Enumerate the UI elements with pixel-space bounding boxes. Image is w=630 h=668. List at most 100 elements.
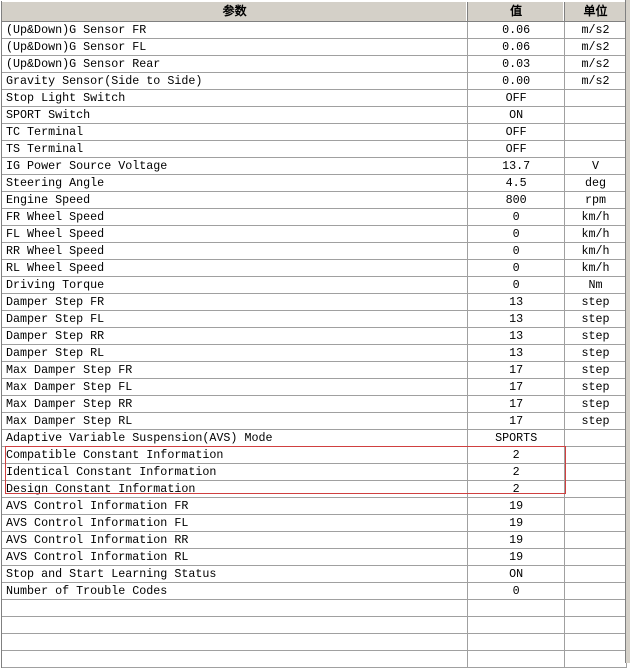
parameter-cell: (Up&Down)G Sensor FR bbox=[2, 22, 469, 38]
unit-cell bbox=[565, 583, 627, 599]
unit-cell bbox=[565, 549, 627, 565]
table-row[interactable]: (Up&Down)G Sensor FR 0.06 m/s2 bbox=[2, 22, 627, 39]
table-row[interactable]: Number of Trouble Codes 0 bbox=[2, 583, 627, 600]
table-row[interactable]: Stop and Start Learning Status ON bbox=[2, 566, 627, 583]
parameter-cell: Max Damper Step FR bbox=[2, 362, 469, 378]
column-header-value[interactable]: 值 bbox=[468, 2, 566, 21]
table-row[interactable]: Gravity Sensor(Side to Side) 0.00 m/s2 bbox=[2, 73, 627, 90]
column-header-unit[interactable]: 单位 bbox=[565, 2, 627, 21]
value-cell: 0.06 bbox=[468, 39, 566, 55]
table-header: 参数 值 单位 bbox=[2, 1, 627, 22]
table-row[interactable]: Compatible Constant Information 2 bbox=[2, 447, 627, 464]
parameter-cell: AVS Control Information FL bbox=[2, 515, 469, 531]
unit-cell: step bbox=[565, 294, 627, 310]
unit-cell: step bbox=[565, 413, 627, 429]
parameter-cell: Compatible Constant Information bbox=[2, 447, 469, 463]
table-row[interactable]: (Up&Down)G Sensor FL 0.06 m/s2 bbox=[2, 39, 627, 56]
value-cell: ON bbox=[468, 566, 566, 582]
parameter-cell: Number of Trouble Codes bbox=[2, 583, 469, 599]
table-row[interactable]: Steering Angle 4.5 deg bbox=[2, 175, 627, 192]
value-cell: 0 bbox=[468, 260, 566, 276]
empty-cell bbox=[468, 651, 566, 667]
table-row[interactable]: AVS Control Information RL 19 bbox=[2, 549, 627, 566]
table-row[interactable]: Max Damper Step RL 17 step bbox=[2, 413, 627, 430]
parameter-cell: Damper Step RR bbox=[2, 328, 469, 344]
parameter-cell: AVS Control Information RR bbox=[2, 532, 469, 548]
empty-cell bbox=[468, 634, 566, 650]
table-row[interactable]: Damper Step RR 13 step bbox=[2, 328, 627, 345]
table-row[interactable]: AVS Control Information FL 19 bbox=[2, 515, 627, 532]
empty-cell bbox=[2, 634, 469, 650]
parameter-cell: FL Wheel Speed bbox=[2, 226, 469, 242]
unit-cell: deg bbox=[565, 175, 627, 191]
parameter-cell: Damper Step FL bbox=[2, 311, 469, 327]
empty-cell bbox=[565, 651, 627, 667]
empty-row bbox=[2, 651, 627, 668]
table-row[interactable]: AVS Control Information RR 19 bbox=[2, 532, 627, 549]
parameter-cell: Adaptive Variable Suspension(AVS) Mode bbox=[2, 430, 469, 446]
table-row[interactable]: Design Constant Information 2 bbox=[2, 481, 627, 498]
table-row[interactable]: IG Power Source Voltage 13.7 V bbox=[2, 158, 627, 175]
scrollbar[interactable] bbox=[625, 0, 630, 663]
value-cell: 2 bbox=[468, 481, 566, 497]
parameter-cell: SPORT Switch bbox=[2, 107, 469, 123]
empty-cell bbox=[2, 617, 469, 633]
table-row[interactable]: TC Terminal OFF bbox=[2, 124, 627, 141]
parameter-cell: Max Damper Step FL bbox=[2, 379, 469, 395]
table-row[interactable]: FL Wheel Speed 0 km/h bbox=[2, 226, 627, 243]
table-row[interactable]: Max Damper Step FR 17 step bbox=[2, 362, 627, 379]
table-row[interactable]: TS Terminal OFF bbox=[2, 141, 627, 158]
table-row[interactable]: Engine Speed 800 rpm bbox=[2, 192, 627, 209]
parameter-cell: Max Damper Step RR bbox=[2, 396, 469, 412]
unit-cell: m/s2 bbox=[565, 22, 627, 38]
table-row[interactable]: (Up&Down)G Sensor Rear 0.03 m/s2 bbox=[2, 56, 627, 73]
table-row[interactable]: Max Damper Step RR 17 step bbox=[2, 396, 627, 413]
unit-cell: km/h bbox=[565, 260, 627, 276]
value-cell: 19 bbox=[468, 498, 566, 514]
value-cell: 13 bbox=[468, 345, 566, 361]
table-row[interactable]: Max Damper Step FL 17 step bbox=[2, 379, 627, 396]
value-cell: OFF bbox=[468, 124, 566, 140]
value-cell: 0 bbox=[468, 209, 566, 225]
table-row[interactable]: RL Wheel Speed 0 km/h bbox=[2, 260, 627, 277]
table-row[interactable]: Stop Light Switch OFF bbox=[2, 90, 627, 107]
table-row[interactable]: Damper Step FL 13 step bbox=[2, 311, 627, 328]
table-row[interactable]: FR Wheel Speed 0 km/h bbox=[2, 209, 627, 226]
table-body: (Up&Down)G Sensor FR 0.06 m/s2 (Up&Down)G S… bbox=[2, 22, 627, 668]
unit-cell: step bbox=[565, 379, 627, 395]
unit-cell bbox=[565, 566, 627, 582]
unit-cell bbox=[565, 481, 627, 497]
unit-cell: step bbox=[565, 311, 627, 327]
table-row[interactable]: Driving Torque 0 Nm bbox=[2, 277, 627, 294]
unit-cell: V bbox=[565, 158, 627, 174]
value-cell: OFF bbox=[468, 141, 566, 157]
value-cell: 0 bbox=[468, 583, 566, 599]
empty-cell bbox=[468, 617, 566, 633]
table-row[interactable]: Damper Step FR 13 step bbox=[2, 294, 627, 311]
table-row[interactable]: Damper Step RL 13 step bbox=[2, 345, 627, 362]
table-row[interactable]: AVS Control Information FR 19 bbox=[2, 498, 627, 515]
value-cell: 19 bbox=[468, 549, 566, 565]
table-row[interactable]: Adaptive Variable Suspension(AVS) Mode SP… bbox=[2, 430, 627, 447]
table-row[interactable]: SPORT Switch ON bbox=[2, 107, 627, 124]
column-header-parameter[interactable]: 参数 bbox=[2, 2, 469, 21]
table-row[interactable]: RR Wheel Speed 0 km/h bbox=[2, 243, 627, 260]
unit-cell bbox=[565, 124, 627, 140]
value-cell: 4.5 bbox=[468, 175, 566, 191]
value-cell: 17 bbox=[468, 396, 566, 412]
parameter-cell: Max Damper Step RL bbox=[2, 413, 469, 429]
value-cell: 0 bbox=[468, 226, 566, 242]
unit-cell: m/s2 bbox=[565, 73, 627, 89]
unit-cell bbox=[565, 464, 627, 480]
unit-cell: m/s2 bbox=[565, 56, 627, 72]
unit-cell: km/h bbox=[565, 226, 627, 242]
table-row[interactable]: Identical Constant Information 2 bbox=[2, 464, 627, 481]
unit-cell: step bbox=[565, 345, 627, 361]
value-cell: 0.03 bbox=[468, 56, 566, 72]
parameter-cell: (Up&Down)G Sensor FL bbox=[2, 39, 469, 55]
unit-cell bbox=[565, 532, 627, 548]
value-cell: OFF bbox=[468, 90, 566, 106]
parameter-cell: TC Terminal bbox=[2, 124, 469, 140]
unit-cell bbox=[565, 515, 627, 531]
